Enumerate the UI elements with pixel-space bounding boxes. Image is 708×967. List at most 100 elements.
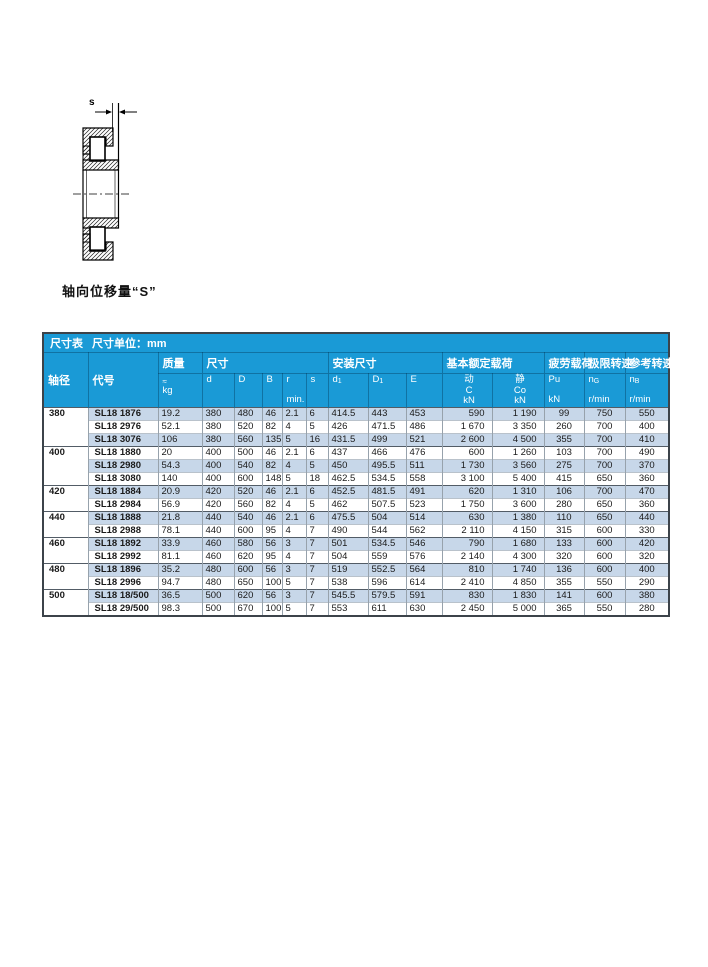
table-row: SL18 2984 56.9 420 560 82 4 5 462 507.5 523 1 750 3… — [43, 498, 670, 512]
col-header-limit-speed: 极限转速 — [583, 352, 633, 374]
value-cell: 700 — [583, 420, 625, 434]
bearing-code-cell: SL18 2988 — [87, 524, 158, 538]
value-cell: 540 — [233, 511, 262, 525]
table-row: SL18 2996 94.7 480 650 100 5 7 538 596 614 2 410 4 … — [43, 576, 670, 590]
value-cell: 56 — [261, 589, 282, 603]
value-cell: 95 — [261, 550, 282, 564]
shaft-diameter-cell: 400 — [43, 446, 88, 486]
mass-unit: kg — [162, 385, 173, 396]
stat-symbol: Co — [513, 384, 527, 396]
stat-label: 静 — [515, 374, 525, 385]
value-cell: 540 — [233, 459, 262, 473]
value-cell: 431.5 — [327, 433, 368, 447]
value-cell: 35.2 — [157, 563, 202, 577]
value-cell: 140 — [157, 472, 202, 486]
value-cell: 600 — [583, 537, 625, 551]
D1-base: D — [372, 374, 380, 385]
value-cell: 520 — [233, 420, 262, 434]
value-cell: 5 400 — [491, 472, 544, 486]
value-cell: 700 — [583, 459, 625, 473]
value-cell: 500 — [233, 446, 262, 460]
value-cell: 4 500 — [491, 433, 544, 447]
value-cell: 538 — [327, 576, 368, 590]
table-body: 380 SL18 1876 19.2 380 480 46 2.1 6 414.5 443 453 5… — [43, 407, 670, 616]
subheader-nB: nB r/min — [624, 373, 670, 408]
value-cell: 830 — [441, 589, 492, 603]
value-cell: 650 — [583, 472, 625, 486]
table-title-left: 尺寸表 — [50, 338, 83, 350]
value-cell: 600 — [441, 446, 492, 460]
table-row: 500 SL18 18/500 36.5 500 620 56 3 7 545.5 579.5 59… — [43, 589, 670, 616]
dyn-unit: kN — [463, 395, 475, 406]
value-cell: 275 — [543, 459, 584, 473]
value-cell: 7 — [305, 576, 328, 590]
value-cell: 460 — [201, 550, 234, 564]
table-row: 460 SL18 1892 33.9 460 580 56 3 7 501 534.5 546 790… — [43, 537, 670, 564]
value-cell: 4 — [281, 550, 306, 564]
value-cell: 3 — [281, 563, 306, 577]
value-cell: 1 680 — [491, 537, 544, 551]
value-cell: 5 — [305, 459, 328, 473]
value-cell: 462.5 — [327, 472, 368, 486]
subheader-D1: D1 — [367, 373, 406, 408]
value-cell: 5 — [281, 472, 306, 486]
value-cell: 82 — [261, 420, 282, 434]
value-cell: 600 — [583, 589, 625, 603]
value-cell: 4 850 — [491, 576, 544, 590]
value-cell: 81.1 — [157, 550, 202, 564]
value-cell: 500 — [201, 602, 234, 616]
value-cell: 4 — [281, 524, 306, 538]
value-cell: 5 — [305, 420, 328, 434]
value-cell: 650 — [583, 498, 625, 512]
r-label: r — [286, 374, 290, 385]
value-cell: 380 — [624, 589, 670, 603]
value-cell: 1 830 — [491, 589, 544, 603]
value-cell: 600 — [233, 524, 262, 538]
value-cell: 148 — [261, 472, 282, 486]
col-header-load-rating: 基本额定载荷 — [441, 352, 544, 374]
value-cell: 36.5 — [157, 589, 202, 603]
value-cell: 6 — [305, 485, 328, 499]
bearing-code-cell: SL18 1896 — [87, 563, 158, 577]
value-cell: 507.5 — [367, 498, 406, 512]
shaft-diameter-cell: 460 — [43, 537, 88, 564]
value-cell: 320 — [543, 550, 584, 564]
value-cell: 560 — [233, 433, 262, 447]
shaft-diameter-cell: 480 — [43, 563, 88, 590]
shaft-diameter-cell: 440 — [43, 511, 88, 538]
value-cell: 7 — [305, 537, 328, 551]
value-cell: 552.5 — [367, 563, 406, 577]
value-cell: 500 — [201, 589, 234, 603]
bearing-code-cell: SL18 2996 — [87, 576, 158, 590]
d1-sub: 1 — [337, 378, 342, 385]
value-cell: 5 000 — [491, 602, 544, 616]
value-cell: 380 — [201, 433, 234, 447]
value-cell: 3 560 — [491, 459, 544, 473]
value-cell: 46 — [261, 446, 282, 460]
value-cell: 400 — [201, 459, 234, 473]
value-cell: 564 — [405, 563, 442, 577]
value-cell: 4 150 — [491, 524, 544, 538]
bearing-code-cell: SL18 3076 — [87, 433, 158, 447]
outer-ring-bottom — [82, 233, 114, 261]
subheader-E: E — [405, 373, 442, 408]
table-title-row: 尺寸表 尺寸单位：mm — [43, 333, 670, 353]
value-cell: 290 — [624, 576, 670, 590]
value-cell: 614 — [405, 576, 442, 590]
value-cell: 600 — [233, 472, 262, 486]
bearing-code-cell: SL18 29/500 — [87, 602, 158, 616]
value-cell: 490 — [624, 446, 670, 460]
value-cell: 56.9 — [157, 498, 202, 512]
value-cell: 700 — [583, 446, 625, 460]
bearing-code-cell: SL18 2980 — [87, 459, 158, 473]
value-cell: 550 — [583, 602, 625, 616]
value-cell: 750 — [583, 407, 625, 421]
value-cell: 330 — [624, 524, 670, 538]
table-row: SL18 29/500 98.3 500 670 100 5 7 553 611 630 2 450… — [43, 602, 670, 616]
value-cell: 1 730 — [441, 459, 492, 473]
col-header-mass: 质量 — [157, 352, 202, 374]
value-cell: 2 110 — [441, 524, 492, 538]
value-cell: 82 — [261, 498, 282, 512]
value-cell: 501 — [327, 537, 368, 551]
col-header-code: 代号 — [87, 352, 158, 408]
